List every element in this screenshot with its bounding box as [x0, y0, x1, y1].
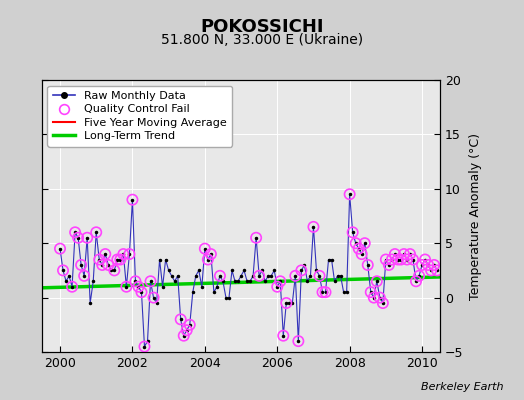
Point	[255, 273, 264, 279]
Point	[182, 327, 191, 334]
Point	[113, 256, 122, 263]
Point	[388, 256, 396, 263]
Point	[95, 256, 103, 263]
Point	[424, 262, 432, 268]
Point	[348, 229, 357, 236]
Point	[273, 284, 281, 290]
Point	[276, 278, 285, 284]
Point	[373, 278, 381, 284]
Point	[367, 289, 375, 295]
Point	[315, 273, 324, 279]
Point	[385, 262, 393, 268]
Point	[318, 289, 326, 295]
Point	[68, 284, 77, 290]
Point	[394, 256, 402, 263]
Point	[421, 256, 429, 263]
Point	[125, 251, 134, 257]
Point	[430, 262, 438, 268]
Point	[309, 224, 318, 230]
Point	[101, 251, 110, 257]
Point	[206, 251, 215, 257]
Point	[409, 256, 417, 263]
Point	[357, 251, 366, 257]
Point	[146, 278, 155, 284]
Point	[116, 256, 125, 263]
Point	[137, 289, 146, 295]
Point	[345, 191, 354, 198]
Point	[282, 300, 290, 306]
Point	[391, 251, 399, 257]
Point	[352, 240, 360, 246]
Point	[185, 322, 194, 328]
Point	[122, 284, 130, 290]
Point	[418, 262, 426, 268]
Text: POKOSSICHI: POKOSSICHI	[200, 18, 324, 36]
Point	[104, 262, 113, 268]
Point	[149, 294, 158, 301]
Point	[204, 256, 212, 263]
Point	[403, 256, 411, 263]
Point	[415, 273, 423, 279]
Point	[180, 332, 188, 339]
Point	[291, 273, 300, 279]
Point	[379, 300, 387, 306]
Point	[110, 267, 118, 274]
Y-axis label: Temperature Anomaly (°C): Temperature Anomaly (°C)	[469, 132, 482, 300]
Point	[406, 251, 414, 257]
Point	[128, 196, 137, 203]
Point	[294, 338, 302, 344]
Point	[201, 246, 209, 252]
Point	[427, 267, 435, 274]
Point	[56, 246, 64, 252]
Point	[381, 256, 390, 263]
Point	[80, 273, 89, 279]
Point	[364, 262, 372, 268]
Point	[376, 294, 384, 301]
Point	[59, 267, 67, 274]
Point	[98, 262, 106, 268]
Point	[131, 278, 139, 284]
Point	[134, 284, 143, 290]
Point	[400, 251, 408, 257]
Point	[83, 234, 91, 241]
Legend: Raw Monthly Data, Quality Control Fail, Five Year Moving Average, Long-Term Tren: Raw Monthly Data, Quality Control Fail, …	[48, 86, 233, 147]
Point	[397, 256, 405, 263]
Point	[361, 240, 369, 246]
Point	[412, 278, 420, 284]
Point	[71, 229, 79, 236]
Point	[177, 316, 185, 322]
Point	[433, 267, 441, 274]
Point	[279, 332, 288, 339]
Point	[74, 234, 82, 241]
Point	[119, 251, 127, 257]
Point	[140, 343, 149, 350]
Text: Berkeley Earth: Berkeley Earth	[421, 382, 503, 392]
Point	[77, 262, 85, 268]
Point	[216, 273, 224, 279]
Point	[369, 294, 378, 301]
Text: 51.800 N, 33.000 E (Ukraine): 51.800 N, 33.000 E (Ukraine)	[161, 33, 363, 47]
Point	[252, 234, 260, 241]
Point	[92, 229, 101, 236]
Point	[297, 267, 305, 274]
Point	[321, 289, 330, 295]
Point	[355, 246, 363, 252]
